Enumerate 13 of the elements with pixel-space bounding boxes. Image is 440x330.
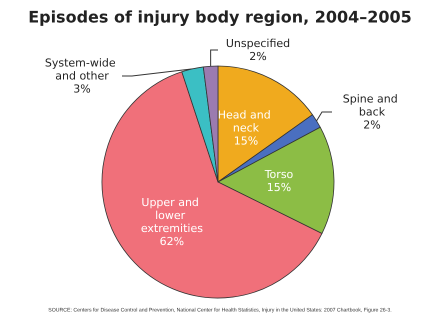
data-label: 62% xyxy=(160,234,184,248)
data-label: 15% xyxy=(234,134,258,148)
slice-label: Unspecified xyxy=(226,37,290,50)
slice-label: Spine and back xyxy=(342,92,402,118)
slice-label: Head and neck xyxy=(218,108,274,134)
slice-label: System-wide and other xyxy=(44,56,120,82)
chart-title: Episodes of injury body region, 2004–2005 xyxy=(28,8,412,26)
data-label: 2% xyxy=(249,50,267,63)
data-label: 15% xyxy=(266,181,292,194)
slice-label: Upper and lower extremities xyxy=(140,196,204,235)
data-label: 2% xyxy=(363,118,381,132)
data-label: 3% xyxy=(73,82,91,96)
slice-label: Torso xyxy=(264,168,294,182)
